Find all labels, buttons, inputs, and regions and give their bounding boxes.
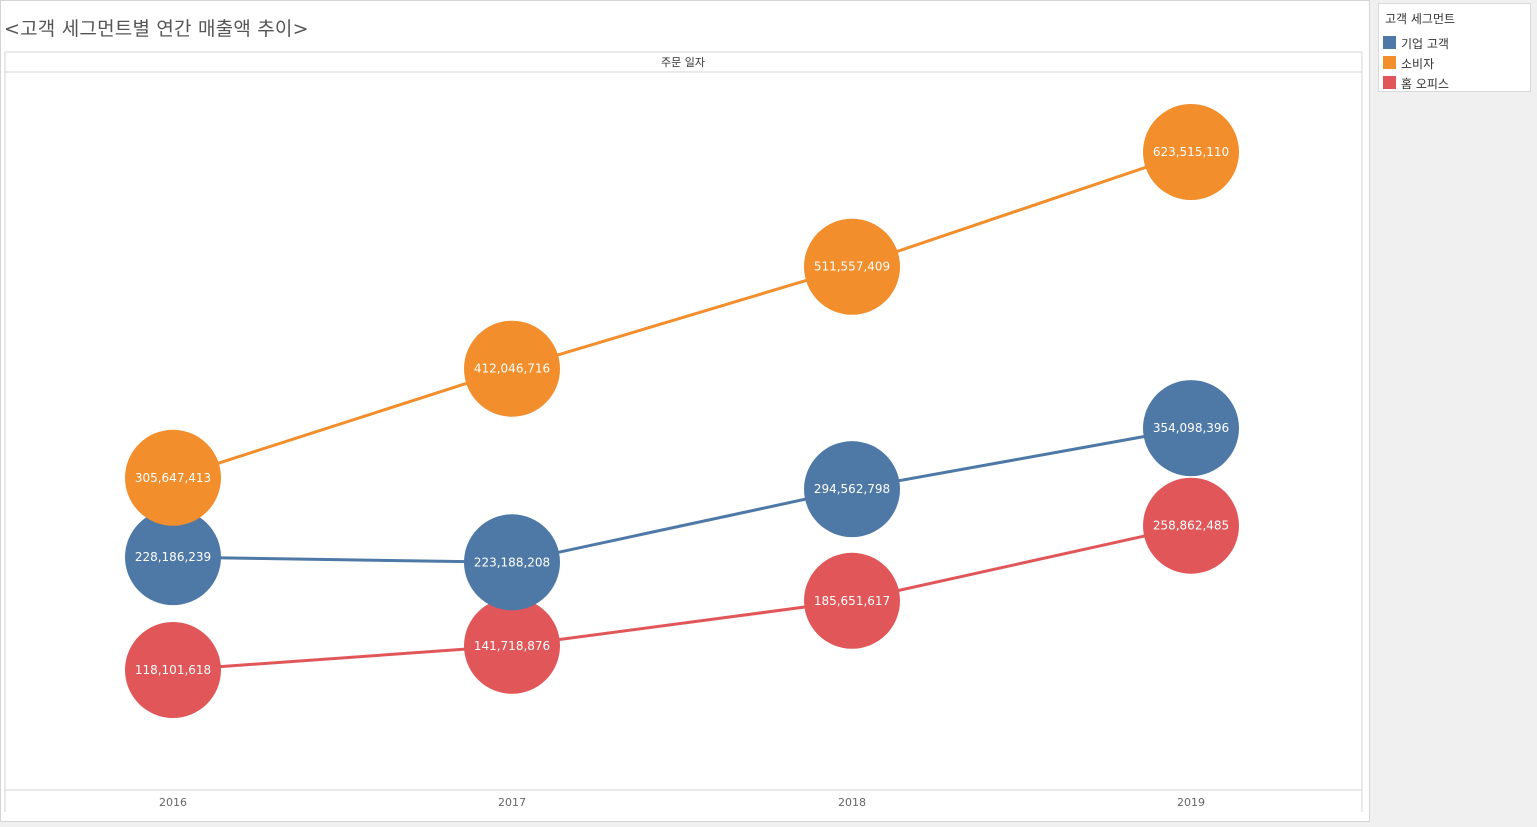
data-label-home-office-2019: 258,862,485 <box>1153 519 1229 533</box>
data-label-consumer-2016: 305,647,413 <box>135 471 211 485</box>
legend-label: 홈 오피스 <box>1401 77 1449 91</box>
legend-item-home-office[interactable]: 홈 오피스 <box>1383 74 1526 92</box>
data-label-enterprise-2019: 354,098,396 <box>1153 421 1229 435</box>
chart-frame <box>0 0 1370 822</box>
data-point-home-office-2017[interactable] <box>464 597 560 694</box>
data-label-home-office-2017: 141,718,876 <box>474 639 550 653</box>
data-label-consumer-2019: 623,515,110 <box>1153 145 1229 159</box>
legend-swatch-home-office <box>1383 76 1396 89</box>
data-point-consumer-2017[interactable] <box>464 320 560 417</box>
right-panel <box>1370 0 1537 827</box>
legend: 고객 세그먼트 기업 고객 소비자 홈 오피스 <box>1378 3 1531 92</box>
legend-label: 소비자 <box>1401 57 1435 71</box>
data-label-enterprise-2017: 223,188,208 <box>474 555 550 569</box>
data-point-enterprise-2018[interactable] <box>804 441 900 538</box>
data-point-home-office-2018[interactable] <box>804 552 900 649</box>
data-point-consumer-2018[interactable] <box>804 218 900 315</box>
data-point-home-office-2019[interactable] <box>1143 477 1239 574</box>
legend-item-enterprise[interactable]: 기업 고객 <box>1383 34 1526 52</box>
x-tick-label-2017: 2017 <box>498 796 526 809</box>
legend-swatch-consumer <box>1383 56 1396 69</box>
chart-title: <고객 세그먼트별 연간 매출액 추이> <box>4 18 309 40</box>
data-point-consumer-2016[interactable] <box>125 429 221 526</box>
data-point-home-office-2016[interactable] <box>125 622 221 718</box>
x-tick-label-2016: 2016 <box>159 796 187 809</box>
series-line-enterprise <box>172 426 1192 564</box>
data-point-consumer-2019[interactable] <box>1143 104 1239 200</box>
data-label-consumer-2017: 412,046,716 <box>474 362 550 376</box>
x-tick-label-2019: 2019 <box>1177 796 1205 809</box>
data-label-home-office-2018: 185,651,617 <box>814 594 890 608</box>
data-point-enterprise-2019[interactable] <box>1143 380 1239 477</box>
legend-swatch-enterprise <box>1383 36 1396 49</box>
header-pane <box>4 51 1363 73</box>
data-label-enterprise-2016: 228,186,239 <box>135 550 211 564</box>
line-chart: 주문 일자 118,101,618 141,718,876 185,651,617 2… <box>4 51 1363 812</box>
data-point-enterprise-2016[interactable] <box>125 509 221 606</box>
x-tick-label-2018: 2018 <box>838 796 866 809</box>
data-label-consumer-2018: 511,557,409 <box>814 260 890 274</box>
data-label-enterprise-2018: 294,562,798 <box>814 482 890 496</box>
legend-label: 기업 고객 <box>1401 37 1449 51</box>
data-point-enterprise-2017[interactable] <box>464 514 560 611</box>
series-line-home-office <box>172 524 1192 672</box>
bottom-strip <box>0 822 1370 827</box>
data-label-home-office-2016: 118,101,618 <box>135 663 211 677</box>
column-header-label: 주문 일자 <box>661 55 705 69</box>
legend-title: 고객 세그먼트 <box>1385 12 1456 26</box>
legend-item-consumer[interactable]: 소비자 <box>1383 54 1526 72</box>
series-line-consumer <box>172 150 1192 480</box>
